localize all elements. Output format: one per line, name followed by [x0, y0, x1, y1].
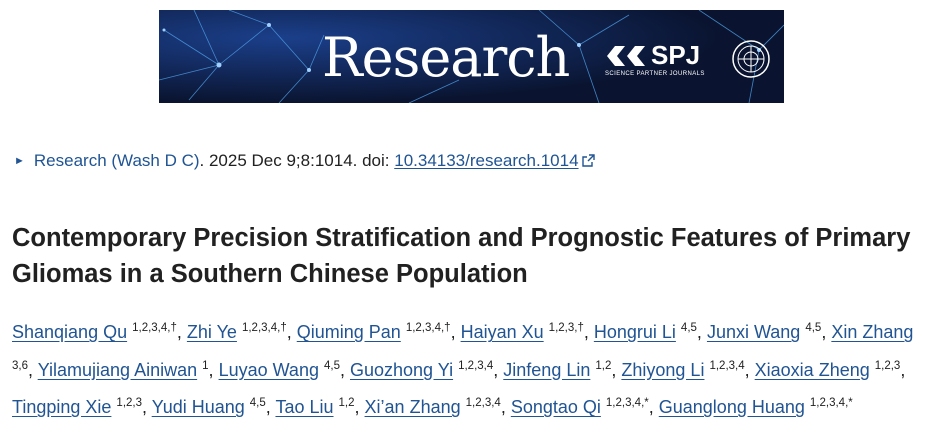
author-link[interactable]: Tingping Xie: [12, 397, 112, 417]
expand-triangle-icon[interactable]: ►: [14, 155, 25, 167]
author-link[interactable]: Jinfeng Lin: [503, 359, 591, 380]
author-link[interactable]: Hongrui Li: [593, 322, 676, 342]
author-affiliation: 1,2,3: [116, 397, 142, 409]
author-affiliation: 4,5: [805, 322, 822, 334]
author-affiliation: 3,6: [12, 359, 28, 372]
author-affiliation: 1,2,3: [874, 359, 901, 372]
author-affiliation: 1,2,3,4,†: [405, 322, 451, 334]
author-affiliation: 1,2,3,4: [709, 359, 745, 372]
author-link[interactable]: Xin Zhang: [831, 322, 914, 342]
journal-name: Research: [322, 26, 570, 89]
author-affiliation: 1,2,3,4: [465, 397, 501, 409]
author-link[interactable]: Tao Liu: [275, 397, 334, 417]
network-background-graphic: [159, 10, 784, 103]
citation-line: ► Research (Wash D C). 2025 Dec 9;8:1014.…: [14, 149, 595, 175]
author-affiliation: 1,2,3,4,*: [605, 397, 649, 409]
author-link[interactable]: Guanglong Huang: [658, 397, 805, 417]
author-affiliation: 4,5: [249, 397, 266, 409]
author-link[interactable]: Junxi Wang: [706, 322, 801, 342]
author-affiliation: 1,2: [595, 359, 612, 372]
author-link[interactable]: Haiyan Xu: [460, 322, 544, 342]
author-affiliation: 4,5: [323, 359, 340, 372]
author-link[interactable]: Zhiyong Li: [621, 359, 705, 380]
institution-seal-icon: [732, 40, 770, 78]
journal-banner: Research SPJ SCIENCE PARTNER JOURNALS: [159, 10, 784, 103]
citation-details: . 2025 Dec 9;8:1014. doi:: [199, 151, 395, 170]
author-affiliation: 1,2,3,†: [548, 322, 584, 334]
author-link[interactable]: Songtao Qi: [510, 397, 601, 417]
author-affiliation: 1,2,3,4: [458, 359, 494, 372]
author-affiliation: 1: [202, 359, 209, 372]
author-link[interactable]: Xiaoxia Zheng: [754, 359, 870, 380]
journal-link[interactable]: Research (Wash D C): [33, 151, 200, 170]
spj-logo-text: SPJ: [651, 40, 701, 70]
author-affiliation: 1,2: [338, 397, 355, 409]
author-link[interactable]: Zhi Ye: [186, 322, 237, 342]
author-link[interactable]: Yudi Huang: [151, 397, 245, 417]
author-list: Shanqiang Qu 1,2,3,4,†, Zhi Ye 1,2,3,4,†…: [12, 322, 914, 417]
author-affiliation: 1,2,3,4,†: [132, 322, 177, 334]
spj-logo: SPJ SCIENCE PARTNER JOURNALS: [605, 40, 730, 85]
author-link[interactable]: Luyao Wang: [218, 359, 319, 380]
author-affiliation: 1,2,3,4,*: [809, 397, 853, 409]
spj-logo-subtitle: SCIENCE PARTNER JOURNALS: [605, 71, 705, 77]
article-title: Contemporary Precision Stratification an…: [12, 224, 911, 288]
author-link[interactable]: Shanqiang Qu: [12, 322, 128, 342]
spj-mark-icon: [607, 46, 645, 66]
author-affiliation: 1,2,3,4,†: [241, 322, 287, 334]
author-link[interactable]: Qiuming Pan: [296, 322, 401, 342]
author-link[interactable]: Xi’an Zhang: [364, 397, 461, 417]
external-link-icon[interactable]: [581, 154, 595, 167]
author-affiliation: 4,5: [680, 322, 697, 334]
doi-link[interactable]: 10.34133/research.1014: [394, 151, 579, 170]
author-link[interactable]: Yilamujiang Ainiwan: [37, 359, 198, 380]
author-link[interactable]: Guozhong Yi: [350, 359, 454, 380]
